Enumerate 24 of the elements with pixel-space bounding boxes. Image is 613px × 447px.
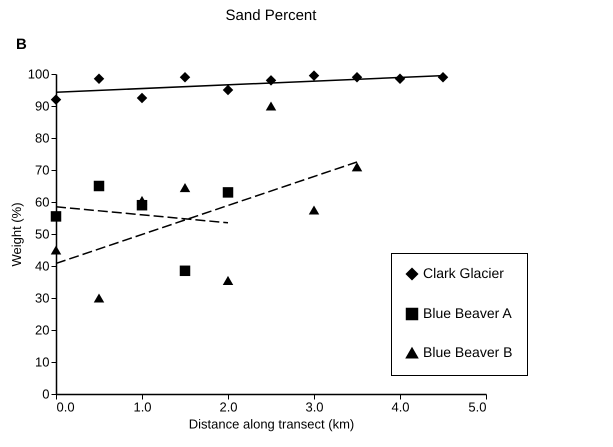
x-tick-label: 2.0 xyxy=(219,400,238,414)
x-axis-title: Distance along transect (km) xyxy=(188,416,354,432)
x-tick-label: 1.0 xyxy=(133,400,152,414)
y-tick-label: 30 xyxy=(35,290,50,306)
y-tick-label: 100 xyxy=(28,66,50,82)
y-tick-label: 10 xyxy=(35,354,50,370)
y-tick-label: 0 xyxy=(42,386,50,402)
x-tick-label: 5.0 xyxy=(468,400,486,414)
legend-label: Blue Beaver A xyxy=(423,305,512,321)
legend-label: Clark Glacier xyxy=(423,265,504,281)
y-tick-label: 80 xyxy=(35,130,50,146)
text: B xyxy=(16,36,27,53)
y-tick-label: 70 xyxy=(35,162,50,178)
legend-label: Blue Beaver B xyxy=(423,344,512,360)
y-tick-label: 20 xyxy=(35,322,50,338)
y-tick-label: 90 xyxy=(35,98,50,114)
y-axis-title: Weight (%) xyxy=(8,202,24,267)
y-tick-label: 60 xyxy=(35,194,50,210)
y-tick-label: 40 xyxy=(35,258,50,274)
x-tick-label: 4.0 xyxy=(391,400,410,414)
y-tick-label: 50 xyxy=(35,226,50,242)
chart-title: Sand Percent xyxy=(226,7,318,24)
x-tick-label: 0.0 xyxy=(56,400,75,414)
x-tick-label: 3.0 xyxy=(305,400,324,414)
